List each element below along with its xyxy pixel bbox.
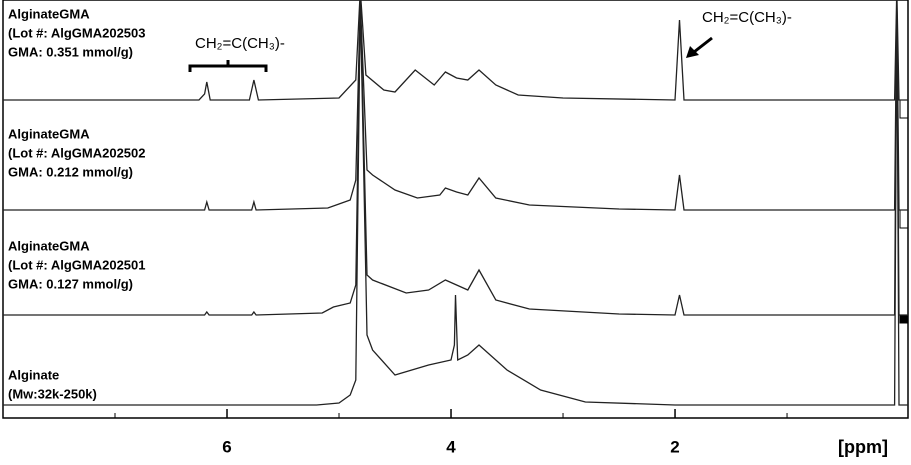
spectra <box>3 0 908 406</box>
annotation: CH₂=C(CH₃)- <box>195 35 285 52</box>
right-marker-boxes <box>899 99 909 324</box>
series-label-line: (Lot #: AlgGMA202502 <box>8 145 146 160</box>
x-axis-label: [ppm] <box>838 437 888 457</box>
series-label: AlginateGMA <box>8 126 90 141</box>
spectrum-line <box>3 0 908 101</box>
plot-frame <box>2 0 909 419</box>
series-label-line: (Lot #: AlgGMA202503 <box>8 25 146 40</box>
spectrum-line <box>3 0 908 406</box>
x-tick-label: 4 <box>446 437 456 456</box>
series-label-line: GMA: 0.127 mmol/g) <box>8 276 133 291</box>
x-tick-label: 2 <box>670 437 679 456</box>
series-label-line: (Mw:32k-250k) <box>8 386 97 401</box>
spectrum-line <box>3 0 908 316</box>
series-label: AlginateGMA <box>8 6 90 21</box>
series-label-line: (Lot #: AlgGMA202501 <box>8 257 146 272</box>
arrow <box>686 36 713 58</box>
x-tick-label: 6 <box>222 437 231 456</box>
annotation: CH₂=C(CH₃)- <box>702 9 792 26</box>
bracket <box>188 60 268 72</box>
series-label: AlginateGMA <box>8 238 90 253</box>
series-label-line: GMA: 0.351 mmol/g) <box>8 44 133 59</box>
series-label: Alginate <box>8 367 59 382</box>
series-label-line: GMA: 0.212 mmol/g) <box>8 164 133 179</box>
spectrum-line <box>3 0 908 211</box>
